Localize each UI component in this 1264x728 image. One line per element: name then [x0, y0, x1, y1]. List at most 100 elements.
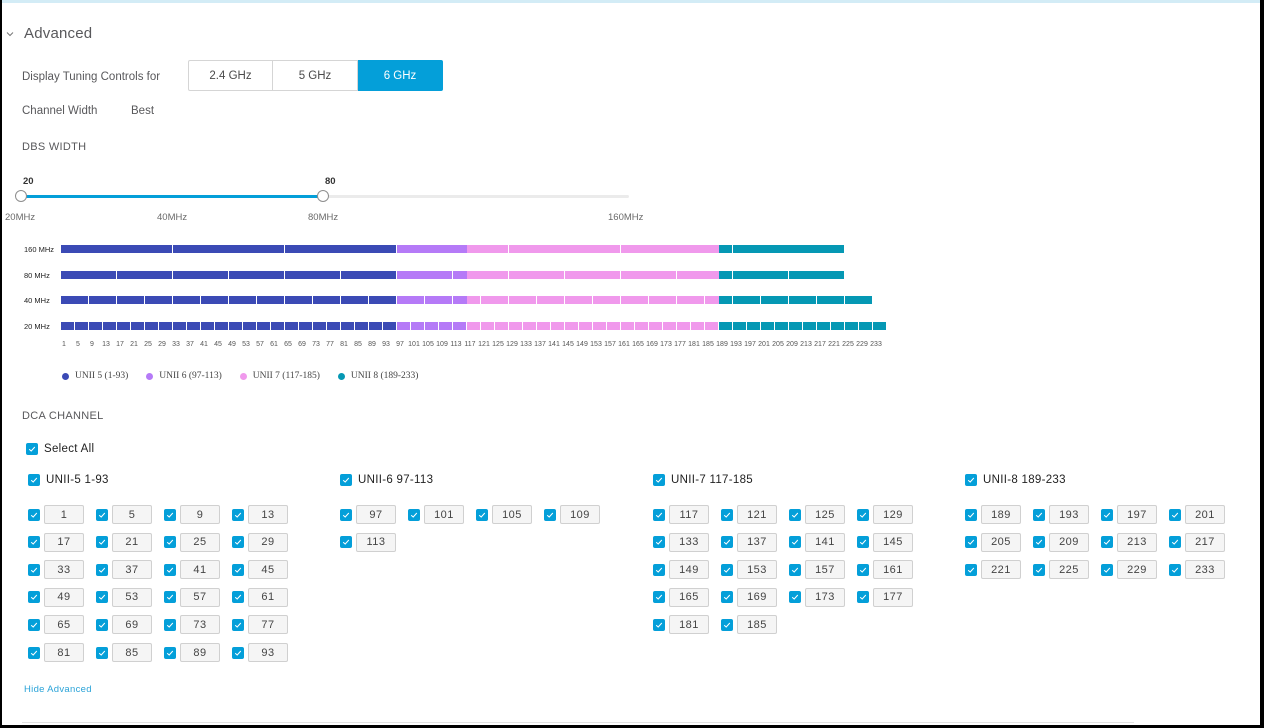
- channel-checkbox-item[interactable]: 185: [721, 615, 777, 635]
- checkbox-checked-icon[interactable]: [1169, 563, 1181, 576]
- channel-checkbox-item[interactable]: 21: [96, 532, 152, 552]
- channel-checkbox-item[interactable]: 105: [476, 505, 532, 524]
- group-checkbox[interactable]: UNII-6 97-113: [340, 474, 433, 486]
- channel-checkbox-item[interactable]: 101: [408, 505, 464, 524]
- channel-checkbox-item[interactable]: 137: [721, 532, 777, 552]
- channel-checkbox-item[interactable]: 17: [28, 532, 84, 552]
- channel-checkbox-item[interactable]: 77: [232, 615, 288, 635]
- channel-checkbox-item[interactable]: 177: [857, 587, 913, 607]
- slider-min-handle[interactable]: [15, 190, 27, 202]
- group-checkbox[interactable]: UNII-8 189-233: [965, 474, 1066, 486]
- checkbox-checked-icon[interactable]: [789, 508, 801, 521]
- channel-checkbox-item[interactable]: 165: [653, 587, 709, 607]
- channel-checkbox-item[interactable]: 65: [28, 615, 84, 635]
- checkbox-checked-icon[interactable]: [96, 618, 108, 631]
- channel-checkbox-item[interactable]: 233: [1169, 560, 1225, 580]
- checkbox-checked-icon[interactable]: [653, 536, 665, 549]
- checkbox-checked-icon[interactable]: [653, 508, 665, 521]
- band-5ghz-button[interactable]: 5 GHz: [273, 60, 358, 91]
- checkbox-checked-icon[interactable]: [28, 646, 40, 659]
- checkbox-checked-icon[interactable]: [96, 536, 108, 549]
- checkbox-checked-icon[interactable]: [164, 508, 176, 521]
- checkbox-checked-icon[interactable]: [1101, 563, 1113, 576]
- channel-checkbox-item[interactable]: 9: [164, 505, 220, 524]
- channel-checkbox-item[interactable]: 161: [857, 560, 913, 580]
- checkbox-checked-icon[interactable]: [28, 563, 40, 576]
- channel-checkbox-item[interactable]: 205: [965, 532, 1021, 552]
- channel-checkbox-item[interactable]: 213: [1101, 532, 1157, 552]
- checkbox-checked-icon[interactable]: [857, 591, 869, 604]
- checkbox-checked-icon[interactable]: [1033, 536, 1045, 549]
- checkbox-checked-icon[interactable]: [340, 536, 352, 549]
- channel-checkbox-item[interactable]: 5: [96, 505, 152, 524]
- channel-checkbox-item[interactable]: 209: [1033, 532, 1089, 552]
- checkbox-checked-icon[interactable]: [340, 508, 352, 521]
- checkbox-checked-icon[interactable]: [544, 508, 556, 521]
- channel-checkbox-item[interactable]: 189: [965, 505, 1021, 524]
- channel-checkbox-item[interactable]: 153: [721, 560, 777, 580]
- select-all-checkbox[interactable]: Select All: [26, 443, 94, 455]
- channel-checkbox-item[interactable]: 53: [96, 587, 152, 607]
- channel-checkbox-item[interactable]: 57: [164, 587, 220, 607]
- band-2-4ghz-button[interactable]: 2.4 GHz: [188, 60, 273, 91]
- checkbox-checked-icon[interactable]: [965, 508, 977, 521]
- checkbox-checked-icon[interactable]: [476, 508, 488, 521]
- checkbox-checked-icon[interactable]: [653, 474, 665, 486]
- checkbox-checked-icon[interactable]: [164, 563, 176, 576]
- channel-checkbox-item[interactable]: 61: [232, 587, 288, 607]
- channel-checkbox-item[interactable]: 229: [1101, 560, 1157, 580]
- checkbox-checked-icon[interactable]: [232, 536, 244, 549]
- checkbox-checked-icon[interactable]: [789, 536, 801, 549]
- checkbox-checked-icon[interactable]: [164, 591, 176, 604]
- channel-checkbox-item[interactable]: 41: [164, 560, 220, 580]
- checkbox-checked-icon[interactable]: [721, 591, 733, 604]
- checkbox-checked-icon[interactable]: [26, 443, 38, 455]
- channel-checkbox-item[interactable]: 149: [653, 560, 709, 580]
- channel-checkbox-item[interactable]: 13: [232, 505, 288, 524]
- channel-checkbox-item[interactable]: 225: [1033, 560, 1089, 580]
- channel-checkbox-item[interactable]: 33: [28, 560, 84, 580]
- hide-advanced-link[interactable]: Hide Advanced: [24, 684, 92, 695]
- checkbox-checked-icon[interactable]: [232, 618, 244, 631]
- checkbox-checked-icon[interactable]: [28, 474, 40, 486]
- checkbox-checked-icon[interactable]: [28, 618, 40, 631]
- channel-checkbox-item[interactable]: 173: [789, 587, 845, 607]
- checkbox-checked-icon[interactable]: [721, 618, 733, 631]
- checkbox-checked-icon[interactable]: [28, 508, 40, 521]
- checkbox-checked-icon[interactable]: [232, 646, 244, 659]
- channel-checkbox-item[interactable]: 221: [965, 560, 1021, 580]
- checkbox-checked-icon[interactable]: [232, 508, 244, 521]
- channel-checkbox-item[interactable]: 141: [789, 532, 845, 552]
- checkbox-checked-icon[interactable]: [96, 563, 108, 576]
- checkbox-checked-icon[interactable]: [232, 563, 244, 576]
- checkbox-checked-icon[interactable]: [164, 646, 176, 659]
- channel-checkbox-item[interactable]: 197: [1101, 505, 1157, 524]
- channel-checkbox-item[interactable]: 193: [1033, 505, 1089, 524]
- checkbox-checked-icon[interactable]: [28, 591, 40, 604]
- channel-checkbox-item[interactable]: 109: [544, 505, 600, 524]
- checkbox-checked-icon[interactable]: [789, 591, 801, 604]
- channel-checkbox-item[interactable]: 81: [28, 643, 84, 662]
- checkbox-checked-icon[interactable]: [965, 563, 977, 576]
- checkbox-checked-icon[interactable]: [1169, 508, 1181, 521]
- channel-checkbox-item[interactable]: 157: [789, 560, 845, 580]
- checkbox-checked-icon[interactable]: [721, 536, 733, 549]
- channel-checkbox-item[interactable]: 201: [1169, 505, 1225, 524]
- checkbox-checked-icon[interactable]: [1033, 563, 1045, 576]
- channel-checkbox-item[interactable]: 117: [653, 505, 709, 524]
- channel-checkbox-item[interactable]: 113: [340, 532, 396, 552]
- checkbox-checked-icon[interactable]: [653, 591, 665, 604]
- channel-checkbox-item[interactable]: 93: [232, 643, 288, 662]
- band-6ghz-button[interactable]: 6 GHz: [358, 60, 443, 91]
- checkbox-checked-icon[interactable]: [857, 536, 869, 549]
- channel-checkbox-item[interactable]: 37: [96, 560, 152, 580]
- checkbox-checked-icon[interactable]: [164, 618, 176, 631]
- channel-checkbox-item[interactable]: 125: [789, 505, 845, 524]
- channel-checkbox-item[interactable]: 145: [857, 532, 913, 552]
- group-checkbox[interactable]: UNII-5 1-93: [28, 474, 109, 486]
- channel-checkbox-item[interactable]: 169: [721, 587, 777, 607]
- channel-checkbox-item[interactable]: 69: [96, 615, 152, 635]
- checkbox-checked-icon[interactable]: [164, 536, 176, 549]
- channel-checkbox-item[interactable]: 49: [28, 587, 84, 607]
- checkbox-checked-icon[interactable]: [96, 591, 108, 604]
